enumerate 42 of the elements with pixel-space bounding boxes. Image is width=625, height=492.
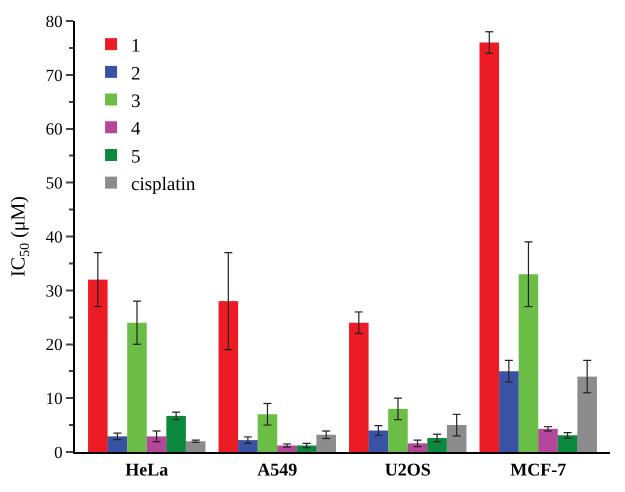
legend-label: 5	[131, 146, 141, 168]
bar	[186, 441, 206, 452]
bar	[146, 436, 166, 452]
y-tick-label: 30	[46, 281, 63, 300]
bar	[108, 436, 128, 452]
y-tick-label: 20	[46, 335, 63, 354]
legend-label: 1	[131, 36, 141, 57]
bar	[499, 371, 519, 452]
bar	[127, 322, 147, 452]
bar	[518, 274, 538, 452]
bar	[388, 408, 408, 452]
y-tick-label: 80	[46, 12, 63, 31]
y-tick-label: 40	[46, 227, 63, 246]
bar	[349, 322, 369, 452]
bar	[166, 416, 186, 452]
bar	[368, 430, 388, 452]
bar	[538, 428, 558, 452]
bar	[480, 42, 500, 452]
bar	[88, 280, 108, 452]
x-tick-label: MCF-7	[510, 460, 566, 480]
x-tick-label: HeLa	[125, 460, 168, 480]
legend-label: 4	[131, 118, 142, 140]
bar	[408, 443, 428, 452]
y-tick-label: 50	[46, 174, 63, 193]
legend-label: cisplatin	[131, 174, 196, 196]
bar	[218, 301, 238, 452]
bar	[577, 376, 597, 452]
bar	[316, 434, 336, 452]
legend-label: 2	[131, 63, 141, 84]
bar	[238, 440, 258, 452]
bar	[427, 438, 447, 452]
legend-label: 3	[131, 90, 141, 112]
bar	[258, 414, 278, 452]
x-tick-label: U2OS	[384, 460, 431, 480]
bar	[446, 425, 466, 452]
y-tick-label: 70	[46, 66, 63, 85]
x-tick-label: A549	[257, 460, 298, 480]
y-tick-label: 10	[46, 389, 63, 408]
y-tick-label: 60	[46, 120, 63, 139]
y-tick-label: 0	[54, 442, 63, 462]
bar	[558, 435, 578, 452]
bar	[277, 446, 297, 452]
